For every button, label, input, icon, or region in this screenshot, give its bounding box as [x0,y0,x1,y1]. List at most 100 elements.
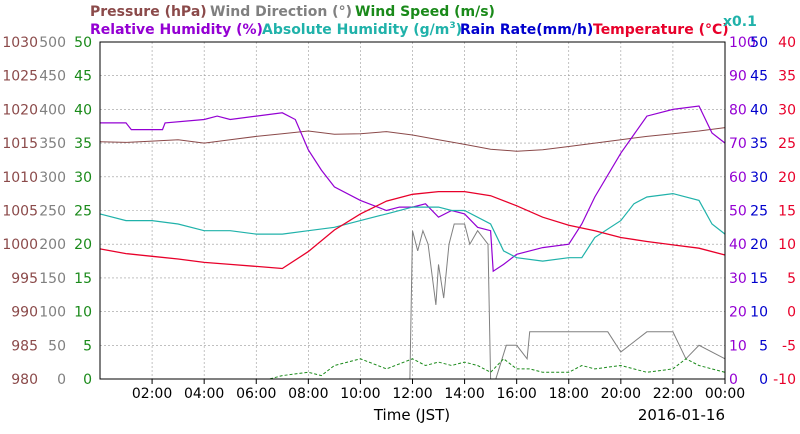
wind-direction-tick-label: 300 [39,170,66,186]
x-tick-label: 04:00 [184,386,224,402]
temperature-tick-label: 40 [778,35,796,51]
temperature-tick-label: 30 [778,102,796,118]
wind-speed-tick-label: 20 [74,237,92,253]
series-lines [99,105,726,380]
wind-direction-tick-label: 450 [39,69,66,85]
wind-direction-tick-label: 100 [39,305,66,321]
temperature-line [99,190,726,270]
pressure-tick-label: 1000 [2,237,38,253]
pressure-tick-label: 995 [11,271,38,287]
temperature-tick-label: 35 [778,69,796,85]
rain-rate-tick-label: 0 [759,372,768,388]
wind-speed-title: Wind Speed (m/s) [355,4,495,20]
x-tick-label: 12:00 [392,386,432,402]
wind-direction-tick-label: 150 [39,271,66,287]
wind-speed-tick-label: 40 [74,102,92,118]
wind-speed-tick-label: 25 [74,204,92,220]
pressure-line [99,127,726,152]
rain-rate-tick-label: 35 [750,136,768,152]
rel-humidity-tick-label: 0 [729,372,738,388]
temperature-tick-label: 25 [778,136,796,152]
temperature-tick-label: 15 [778,204,796,220]
wind-speed-tick-label: 15 [74,271,92,287]
abs-humidity-title-sup: 3 [449,21,455,31]
rel-humidity-tick-label: 60 [729,170,747,186]
wind-speed-tick-label: 5 [83,338,92,354]
x-tick-label: 06:00 [236,386,276,402]
pressure-tick-label: 990 [11,305,38,321]
temperature-tick-label: 10 [778,237,796,253]
wind-speed-tick-label: 0 [83,372,92,388]
abs-humidity-title: Absolute Humidity (g/m3) [262,21,462,38]
rel-humidity-tick-label: 10 [729,338,747,354]
pressure-tick-label: 1005 [2,204,38,220]
abs-humidity-title-suffix: ) [456,22,462,38]
x-tick-label: 02:00 [132,386,172,402]
rel-humidity-tick-label: 20 [729,305,747,321]
x-tick-label: 18:00 [549,386,589,402]
rain-rate-tick-label: 5 [759,338,768,354]
x-tick-label: 10:00 [340,386,380,402]
rain-rate-tick-label: 25 [750,204,768,220]
x-tick-label: 08:00 [288,386,328,402]
rel-humidity-tick-label: 30 [729,271,747,287]
temperature-tick-label: 0 [787,305,796,321]
wind-direction-tick-label: 500 [39,35,66,51]
wind-direction-tick-label: 350 [39,136,66,152]
x-axis-title: Time (JST) [373,406,450,424]
wind-direction-tick-label: 0 [57,372,66,388]
wind-speed-line [100,358,726,380]
rain-rate-tick-label: 40 [750,102,768,118]
pressure-tick-label: 1020 [2,102,38,118]
abs-humidity-line [99,192,726,262]
pressure-title: Pressure (hPa) [90,4,207,20]
x-tick-label: 20:00 [601,386,641,402]
pressure-tick-label: 1010 [2,170,38,186]
rel-humidity-tick-label: 80 [729,102,747,118]
pressure-tick-label: 980 [11,372,38,388]
wind-speed-tick-label: 30 [74,170,92,186]
abs-humidity-scale: x0.1 [723,14,757,30]
pressure-tick-label: 1030 [2,35,38,51]
pressure-tick-label: 985 [11,338,38,354]
rel-humidity-tick-label: 90 [729,69,747,85]
x-tick-label: 00:00 [705,386,745,402]
rel-humidity-line [100,105,726,273]
wind-direction-tick-label: 250 [39,204,66,220]
wind-direction-title: Wind Direction (°) [210,4,352,20]
pressure-tick-label: 1015 [2,136,38,152]
grid [100,42,726,379]
wind-speed-tick-label: 50 [74,35,92,51]
wind-speed-tick-label: 10 [74,305,92,321]
rel-humidity-title: Relative Humidity (%) [90,22,263,38]
rain-rate-tick-label: 30 [750,170,768,186]
temperature-tick-label: -5 [782,338,796,354]
rel-humidity-tick-label: 70 [729,136,747,152]
rain-rate-tick-label: 15 [750,271,768,287]
wind-direction-tick-label: 50 [48,338,66,354]
y-axes: 1030102510201015101010051000995990985980… [2,35,796,388]
rain-rate-tick-label: 20 [750,237,768,253]
temperature-tick-label: 5 [787,271,796,287]
plot-frame [99,41,726,380]
x-axis: 02:00 04:00 06:00 08:00 10:00 12:00 14:00 16:00… [132,379,745,402]
rain-rate-tick-label: 50 [750,35,768,51]
wind-direction-tick-label: 400 [39,102,66,118]
rain-rate-title: Rain Rate(mm/h) [460,22,593,38]
temperature-title: Temperature (°C) [593,22,729,38]
x-tick-label: 14:00 [444,386,484,402]
wind-speed-tick-label: 35 [74,136,92,152]
date-label: 2016-01-16 [638,406,725,424]
temperature-tick-label: 20 [778,170,796,186]
rain-rate-tick-label: 45 [750,69,768,85]
wind-speed-tick-label: 45 [74,69,92,85]
wind-direction-tick-label: 200 [39,237,66,253]
abs-humidity-title-prefix: Absolute Humidity (g/m [262,22,449,38]
x-tick-label: 22:00 [653,386,693,402]
rel-humidity-tick-label: 100 [729,35,756,51]
x-tick-label: 16:00 [496,386,536,402]
rain-rate-tick-label: 10 [750,305,768,321]
rel-humidity-tick-label: 50 [729,204,747,220]
rel-humidity-tick-label: 40 [729,237,747,253]
